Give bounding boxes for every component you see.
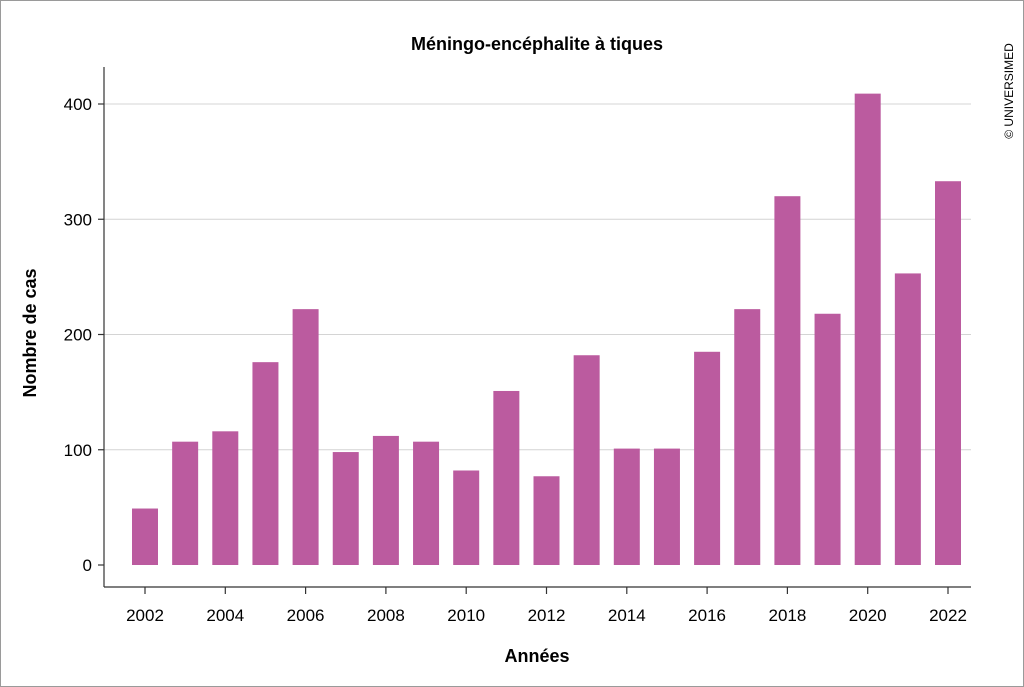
bar [653, 448, 680, 565]
bar [854, 93, 881, 565]
x-tick-label: 2002 [126, 606, 164, 625]
chart-title: Méningo-encéphalite à tiques [411, 34, 663, 54]
y-tick-label: 200 [64, 326, 92, 345]
y-axis-ticks: 0 100 200 300 400 [64, 95, 104, 575]
bar [493, 390, 520, 565]
axes [103, 67, 971, 588]
x-axis-title: Années [504, 646, 569, 666]
bar [573, 355, 600, 565]
bar [332, 452, 359, 565]
bars [132, 93, 961, 565]
y-tick-label: 0 [83, 556, 92, 575]
bar [774, 196, 801, 565]
x-axis-ticks: 2002 2004 2006 2008 2010 2012 2014 2016 2018 2020… [126, 587, 967, 625]
bar [894, 273, 921, 565]
bar [935, 181, 961, 565]
x-tick-label: 2016 [688, 606, 726, 625]
bar [694, 351, 721, 565]
bar [132, 508, 158, 565]
x-tick-label: 2006 [287, 606, 325, 625]
x-tick-label: 2008 [367, 606, 405, 625]
y-axis-title: Nombre de cas [20, 268, 40, 397]
bar [613, 448, 640, 565]
bar [413, 441, 440, 565]
x-tick-label: 2004 [206, 606, 244, 625]
bar [814, 313, 841, 565]
bar [292, 309, 319, 565]
x-tick-label: 2018 [768, 606, 806, 625]
x-tick-label: 2020 [849, 606, 887, 625]
bar [734, 309, 761, 565]
bar [252, 362, 279, 565]
x-tick-label: 2010 [447, 606, 485, 625]
bar [212, 431, 239, 565]
bar [533, 476, 560, 565]
copyright-notice: © UNIVERSIMED [1002, 43, 1016, 139]
y-tick-label: 100 [64, 441, 92, 460]
bar [172, 441, 199, 565]
x-tick-label: 2014 [608, 606, 646, 625]
x-tick-label: 2012 [528, 606, 566, 625]
bar [453, 470, 480, 565]
y-tick-label: 300 [64, 210, 92, 229]
gridlines [104, 103, 971, 451]
x-tick-label: 2022 [929, 606, 967, 625]
bar [372, 435, 399, 565]
y-tick-label: 400 [64, 95, 92, 114]
